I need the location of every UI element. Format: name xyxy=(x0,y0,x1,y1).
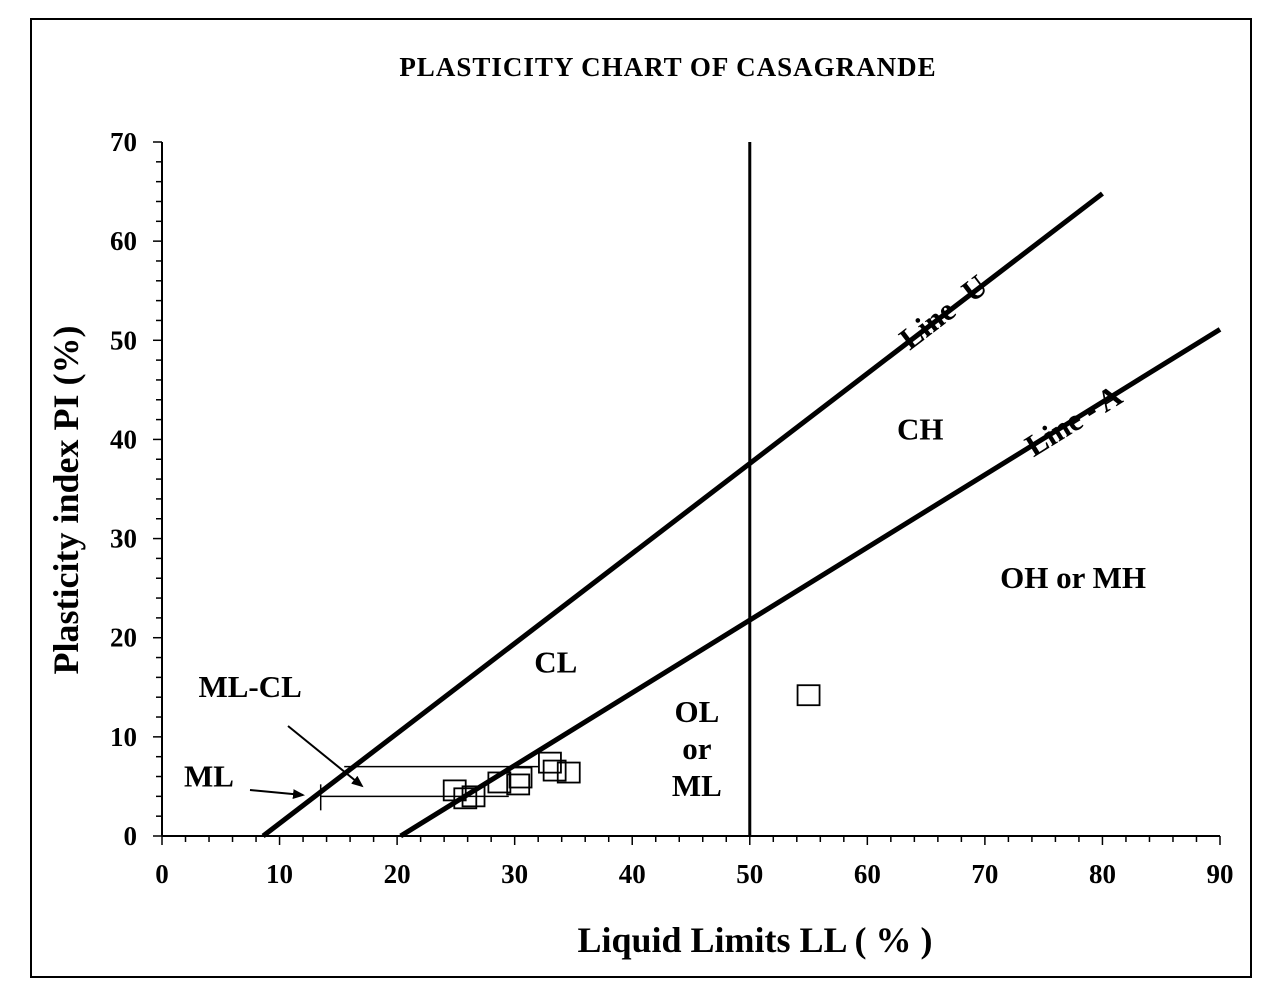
y-tick-label: 50 xyxy=(110,325,137,355)
y-tick-label: 70 xyxy=(110,127,137,157)
axes xyxy=(153,141,1221,845)
y-tick-label: 10 xyxy=(110,722,137,752)
y-tick-label: 60 xyxy=(110,226,137,256)
ml-cl-arrow xyxy=(287,725,364,788)
tick-labels: 0 10 20 30 40 50 60 70 80 90 0 10 20 30 40 50 60 70 xyxy=(110,127,1234,889)
data-point xyxy=(542,759,567,782)
region-label: CL xyxy=(534,644,577,679)
x-tick-label: 40 xyxy=(619,859,646,889)
region-label-ol-or-ml: or xyxy=(682,731,712,766)
x-tick-label: 50 xyxy=(736,859,763,889)
u-line xyxy=(261,191,1104,838)
y-tick-label: 20 xyxy=(110,623,137,653)
x-tick-label: 80 xyxy=(1089,859,1116,889)
region-label-ol-or-ml: OL xyxy=(674,694,719,729)
region-label: OH or MH xyxy=(1000,560,1146,595)
region-label: ML xyxy=(184,758,234,793)
a-line xyxy=(399,327,1222,839)
data-point xyxy=(453,787,478,810)
x-tick-label: 20 xyxy=(384,859,411,889)
reference-lines: Line- U Line - A xyxy=(261,142,1222,839)
data-point xyxy=(506,773,531,796)
chart-frame xyxy=(30,18,1252,978)
x-tick-label: 70 xyxy=(971,859,998,889)
data-point xyxy=(556,761,581,784)
y-tick-label: 40 xyxy=(110,424,137,454)
y-tick-label: 30 xyxy=(110,524,137,554)
y-axis-label: Plasticity index PI (%) xyxy=(46,326,86,675)
a-line-label: Line - A xyxy=(1019,377,1129,463)
x-tick-label: 0 xyxy=(155,859,169,889)
x-tick-label: 10 xyxy=(266,859,293,889)
data-point xyxy=(461,785,486,808)
region-label: CH xyxy=(897,411,944,446)
x-tick-label: 30 xyxy=(501,859,528,889)
data-point xyxy=(508,766,533,789)
u-line-label: Line- U xyxy=(893,268,994,357)
data-points xyxy=(442,684,821,810)
x-tick-label: 60 xyxy=(854,859,881,889)
region-label: ML-CL xyxy=(199,669,302,704)
region-label-ol-or-ml: ML xyxy=(672,768,722,803)
ml-arrow xyxy=(249,789,305,800)
band-lines xyxy=(319,765,539,811)
chart-title: PLASTICITY CHART OF CASAGRANDE xyxy=(399,52,936,82)
x-tick-label: 90 xyxy=(1207,859,1234,889)
data-point xyxy=(796,684,821,707)
y-tick-label: 0 xyxy=(124,821,138,851)
x-axis-label: Liquid Limits LL ( % ) xyxy=(577,920,932,960)
